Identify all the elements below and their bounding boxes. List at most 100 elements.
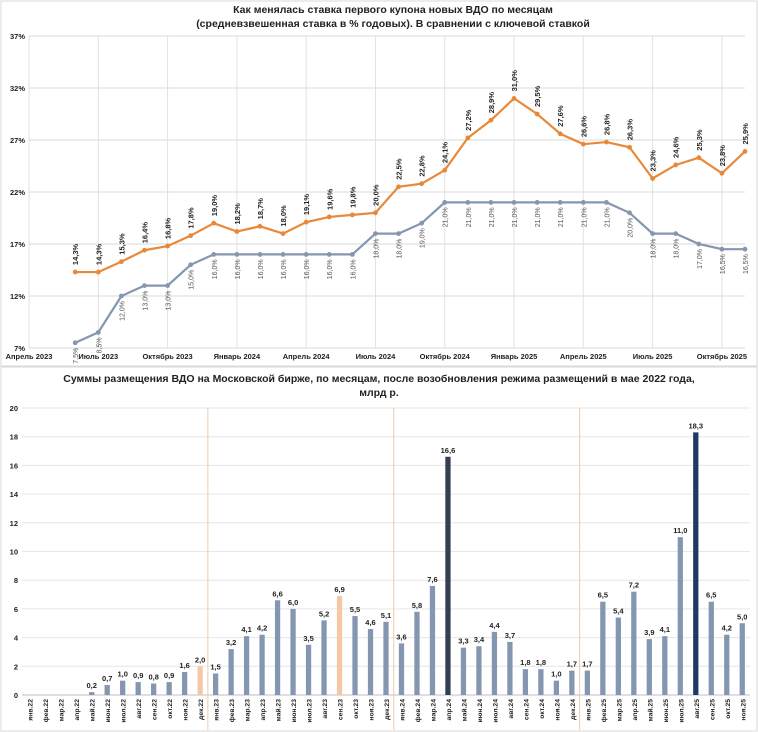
bar: [553, 680, 560, 695]
key-rate-label: 15,0%: [189, 270, 196, 290]
bar-category-label: июл.22: [121, 699, 128, 723]
bar-value-label: 4,4: [489, 621, 500, 630]
bar: [445, 456, 451, 695]
vdo-rate-point: [142, 247, 147, 253]
vdo-rate-label: 18,2%: [233, 203, 242, 225]
bar: [429, 585, 436, 695]
key-rate-point: [72, 340, 78, 346]
vdo-rate-label: 22,5%: [395, 158, 404, 180]
vdo-rate-label: 23,3%: [649, 150, 658, 172]
vdo-rate-label: 18,7%: [256, 198, 265, 220]
bar-category-label: янв.24: [399, 699, 406, 721]
bottom-ytick-label: 18: [10, 433, 18, 442]
key-rate-point: [165, 283, 170, 288]
key-rate-point: [696, 241, 702, 247]
key-rate-point: [442, 200, 448, 205]
key-rate-line: [74, 201, 745, 344]
vdo-rate-point: [349, 212, 355, 218]
vdo-rate-label: 31,0%: [510, 70, 519, 92]
bar-value-label: 4,2: [257, 624, 267, 633]
key-rate-point: [234, 252, 240, 257]
top-chart-title-line1: Как менялась ставка первого купона новых…: [233, 4, 553, 16]
vdo-rate-label: 27,2%: [464, 109, 473, 131]
key-rate-label: 21,0%: [443, 207, 450, 227]
vdo-rate-label: 28,9%: [487, 92, 496, 114]
bottom-ytick-label: 4: [14, 634, 19, 643]
bar-value-label: 4,1: [241, 625, 251, 634]
key-rate-label: 12,0%: [119, 301, 126, 321]
bar: [321, 620, 327, 695]
bar-category-label: мар.24: [430, 699, 437, 722]
vdo-rate-point: [696, 155, 702, 161]
top-xtick-label: Январь 2025: [491, 352, 538, 361]
bar-value-label: 5,0: [737, 612, 747, 621]
vdo-rate-point: [742, 149, 748, 154]
bar-value-label: 4,6: [365, 618, 375, 627]
top-xtick-label: Июль 2023: [78, 352, 118, 361]
bar-category-label: янв.23: [214, 699, 221, 721]
bar-value-label: 5,5: [350, 605, 360, 614]
vdo-rate-label: 26,8%: [602, 113, 611, 135]
top-xtick-label: Июль 2024: [356, 352, 397, 361]
bar-category-label: апр.24: [446, 699, 453, 721]
bar: [708, 601, 714, 695]
bar-category-label: фев.22: [43, 699, 50, 722]
top-ytick-label: 22%: [10, 188, 25, 197]
top-axis-labels: 7% 12% 17% 22% 27% 32% 37% Апрель 2023 Июль 2023…: [6, 32, 747, 361]
bar: [305, 644, 312, 695]
top-chart-title-line2: (средневзвешенная ставка в % годовых). В…: [196, 18, 590, 30]
key-rate-label: 16,0%: [258, 259, 265, 279]
key-rate-label: 13,0%: [166, 291, 173, 311]
top-xtick-label: Апрель 2025: [560, 352, 607, 361]
bottom-ytick-label: 8: [14, 576, 18, 585]
top-xtick-label: Октябрь 2025: [697, 352, 747, 361]
bar: [631, 591, 637, 695]
bar-value-label: 1,5: [210, 662, 220, 671]
bar-value-label: 1,6: [179, 661, 189, 670]
bar: [120, 680, 126, 695]
key-rate-label: 16,0%: [235, 259, 242, 279]
bar: [739, 623, 745, 695]
key-rate-point: [326, 252, 332, 257]
bar-value-label: 6,0: [288, 598, 298, 607]
bar: [197, 666, 203, 695]
bar: [166, 682, 172, 695]
bar-category-label: авг.23: [322, 699, 329, 719]
key-rate-label: 16,0%: [350, 259, 357, 279]
vdo-rate-label: 25,3%: [695, 129, 704, 151]
bar: [383, 621, 389, 695]
vdo-rate-point: [280, 231, 286, 237]
vdo-rate-point: [534, 111, 540, 117]
key-rate-point: [303, 252, 309, 257]
bar: [243, 636, 250, 695]
bar-value-label: 6,6: [272, 589, 282, 598]
bar: [615, 617, 621, 695]
key-rate-label: 16,0%: [304, 259, 311, 279]
top-xtick-label: Июль 2025: [633, 352, 673, 361]
key-rate-label: 21,0%: [512, 207, 519, 227]
bar-value-label: 0,2: [86, 681, 96, 690]
top-ytick-label: 12%: [10, 292, 25, 301]
vdo-rate-point: [257, 223, 263, 229]
top-xtick-label: Январь 2024: [214, 352, 261, 361]
top-series: 14,3% 14,3% 15,3% 16,4% 17,8% 19,0% 18,2% 18,7%…: [71, 70, 750, 364]
bar-category-label: фев.25: [601, 699, 608, 722]
bar-category-label: авг.24: [508, 699, 515, 719]
key-rate-point: [650, 231, 656, 237]
key-rate-label: 16,0%: [212, 259, 219, 279]
vdo-rate-label: 25,9%: [741, 123, 750, 145]
vdo-rate-line: [75, 96, 746, 274]
key-rate-label: 20,0%: [628, 218, 635, 238]
bar: [693, 432, 699, 695]
bar-value-label: 1,8: [520, 658, 530, 667]
key-rate-label: 21,0%: [558, 207, 565, 227]
key-rate-label: 16,0%: [327, 259, 334, 279]
bottom-ytick-label: 2: [14, 662, 18, 671]
vdo-rate-point: [72, 269, 78, 275]
bar-category-label: мар.23: [245, 699, 252, 722]
vdo-rate-label: 26,6%: [579, 116, 588, 138]
bar-category-label: сен.22: [152, 699, 159, 720]
bar: [151, 683, 157, 695]
bar-category-label: июл.23: [307, 699, 314, 723]
